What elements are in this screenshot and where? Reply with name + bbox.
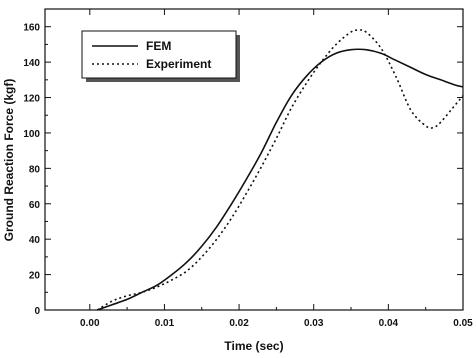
x-tick-label: 0.03 [304, 318, 324, 329]
legend-label-fem: FEM [146, 39, 171, 53]
y-tick-label: 80 [29, 164, 41, 175]
y-tick-label: 120 [23, 94, 40, 105]
x-tick-label: 0.02 [229, 318, 249, 329]
y-tick-label: 40 [29, 235, 41, 246]
x-axis-title: Time (sec) [224, 339, 283, 353]
y-tick-label: 160 [23, 23, 40, 34]
y-tick-label: 20 [29, 271, 41, 282]
ticks-layer: 0.00 0.01 0.02 0.03 0.04 0.05 0 20 40 60 80 100 120 1… [23, 8, 473, 329]
x-tick-label: 0.00 [80, 318, 100, 329]
y-tick-label: 60 [29, 200, 41, 211]
y-tick-label: 0 [34, 306, 40, 317]
series-line-fem [97, 48, 464, 311]
legend-label-experiment: Experiment [146, 57, 211, 71]
legend: FEM Experiment [81, 30, 240, 82]
x-tick-label: 0.05 [453, 318, 473, 329]
y-tick-label: 140 [23, 58, 40, 69]
x-tick-label: 0.01 [155, 318, 175, 329]
plot-frame [44, 8, 464, 311]
x-tick-label: 0.04 [379, 318, 399, 329]
y-tick-label: 100 [23, 129, 40, 140]
series-layer [96, 29, 464, 311]
legend-box [81, 30, 237, 79]
y-axis-title: Ground Reaction Force (kgf) [2, 79, 16, 242]
